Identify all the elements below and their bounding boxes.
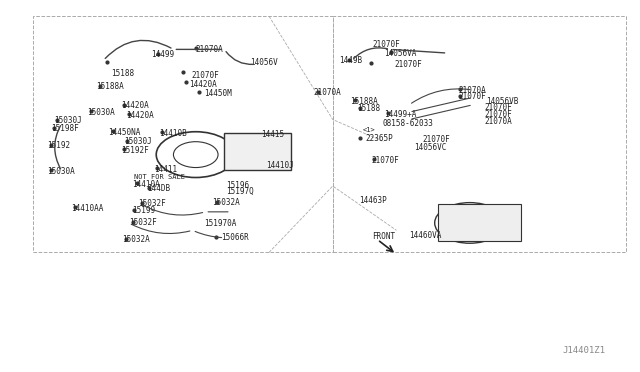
Text: 14463P: 14463P (360, 196, 387, 205)
Text: 21070F: 21070F (373, 41, 401, 49)
Text: FRONT: FRONT (372, 232, 396, 241)
Text: 14420A: 14420A (121, 101, 149, 110)
Text: 14499: 14499 (151, 51, 174, 60)
Text: 14415: 14415 (261, 130, 285, 139)
Text: 15188A: 15188A (351, 97, 378, 106)
Text: 15192: 15192 (47, 141, 70, 150)
Text: 14410B: 14410B (159, 129, 187, 138)
Text: 21070F: 21070F (371, 156, 399, 166)
Text: 1449B: 1449B (339, 56, 362, 65)
Text: 15192F: 15192F (121, 146, 149, 155)
Text: 15030A: 15030A (88, 108, 115, 117)
Text: 15197Q: 15197Q (226, 187, 253, 196)
Text: J14401Z1: J14401Z1 (562, 346, 605, 355)
Text: 15030J: 15030J (54, 116, 81, 125)
Text: 08158-62033: 08158-62033 (383, 119, 433, 128)
Text: 15188: 15188 (111, 69, 134, 78)
Text: 14450M: 14450M (204, 89, 232, 98)
Text: 14450NA: 14450NA (108, 128, 141, 137)
Text: 21070F: 21070F (484, 110, 512, 119)
Text: 14410J: 14410J (266, 161, 294, 170)
Text: 21070A: 21070A (459, 86, 486, 94)
Text: 22365P: 22365P (366, 134, 394, 143)
Text: 15199: 15199 (132, 206, 155, 215)
FancyBboxPatch shape (225, 133, 291, 170)
Text: 15198F: 15198F (51, 124, 79, 133)
Text: 15032A: 15032A (212, 198, 239, 207)
Text: 15030A: 15030A (47, 167, 75, 176)
Text: 14410AA: 14410AA (72, 203, 104, 213)
Text: 15196: 15196 (226, 181, 249, 190)
Text: 14056VA: 14056VA (384, 49, 416, 58)
Text: 15188A: 15188A (96, 82, 124, 91)
FancyBboxPatch shape (438, 205, 521, 241)
Text: 14056VC: 14056VC (414, 143, 447, 152)
Text: 144DB: 144DB (147, 185, 170, 193)
Text: 21070A: 21070A (196, 45, 223, 54)
Text: 21070F: 21070F (191, 71, 219, 80)
Text: 14410A: 14410A (132, 180, 160, 189)
Text: 14420A: 14420A (125, 111, 154, 121)
Text: 21070A: 21070A (314, 89, 341, 97)
Text: 21070F: 21070F (484, 103, 512, 112)
Text: 15030J: 15030J (124, 137, 152, 146)
Text: 21070F: 21070F (459, 92, 486, 101)
Text: 15066R: 15066R (221, 233, 249, 242)
Text: 21070A: 21070A (484, 116, 512, 125)
Text: 14460VA: 14460VA (409, 231, 442, 240)
Text: NOT FOR SALE: NOT FOR SALE (134, 174, 185, 180)
Text: 15032F: 15032F (138, 199, 166, 208)
Text: 15032A: 15032A (122, 235, 150, 244)
Text: 15032F: 15032F (129, 218, 157, 227)
Text: 14420A: 14420A (189, 80, 217, 89)
Text: 14056VB: 14056VB (486, 97, 518, 106)
Text: 21070F: 21070F (422, 135, 450, 144)
Text: <1>: <1> (363, 126, 376, 132)
Text: 14411: 14411 (154, 165, 177, 174)
Text: 21070F: 21070F (394, 60, 422, 70)
Text: 14499+A: 14499+A (384, 109, 416, 119)
Text: 15188: 15188 (357, 104, 380, 113)
Text: 151970A: 151970A (204, 219, 236, 228)
Text: 14056V: 14056V (250, 58, 278, 67)
